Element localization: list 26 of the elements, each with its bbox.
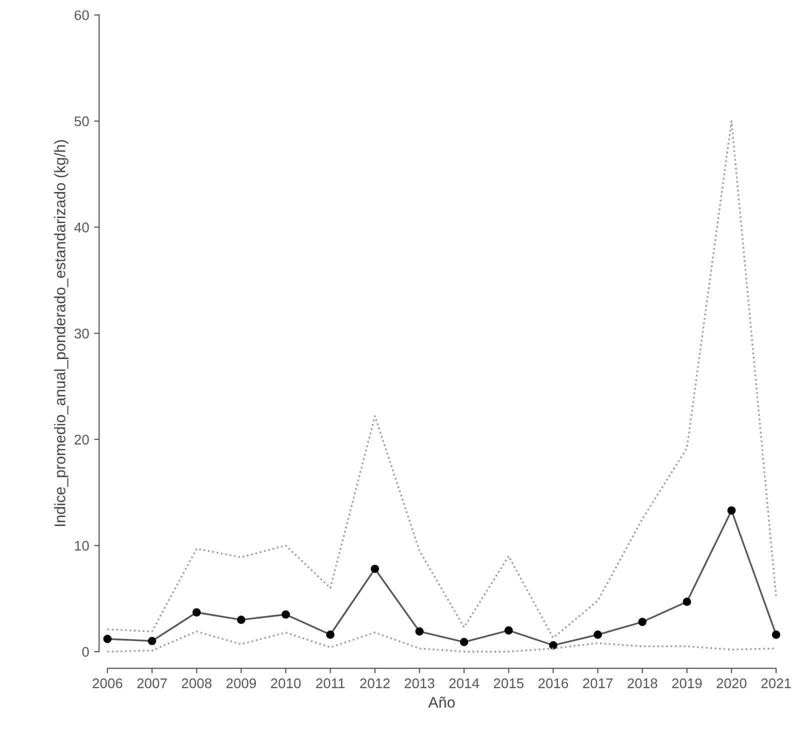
x-tick-label: 2011 (316, 678, 345, 688)
x-tick-label: 2016 (538, 678, 568, 688)
x-tick-label: 2018 (628, 678, 658, 688)
x-tick-label: 2006 (92, 678, 122, 688)
x-tick-label: 2008 (182, 678, 212, 688)
line-series (106, 120, 777, 639)
x-axis-title: Año (428, 696, 455, 708)
y-tick-label: 20 (74, 434, 89, 445)
y-tick-label: 50 (74, 116, 89, 126)
x-tick-label: 2012 (360, 678, 390, 688)
y-tick-label: 10 (75, 540, 89, 551)
x-tick-label: 2019 (672, 678, 702, 688)
x-tick-label: 2020 (716, 678, 746, 688)
y-tick-label: 0 (82, 646, 89, 657)
x-tick-label: 2013 (404, 678, 434, 688)
x-tick-label: 2017 (583, 678, 613, 688)
x-tick-label: 2021 (761, 678, 791, 688)
x-tick-label: 2015 (494, 678, 524, 688)
y-axis-title: Indice_promedio_anual_ponderado_estandarizado (kg/h) (54, 140, 68, 526)
y-tick-label: 60 (74, 10, 89, 20)
x-tick-label: 2007 (137, 678, 167, 688)
x-tick-label: 2009 (226, 678, 256, 688)
x-tick-label: 2014 (449, 678, 480, 688)
y-tick-label: 30 (74, 328, 89, 338)
x-tick-label: 2010 (271, 678, 301, 688)
y-tick-label: 40 (74, 222, 89, 232)
